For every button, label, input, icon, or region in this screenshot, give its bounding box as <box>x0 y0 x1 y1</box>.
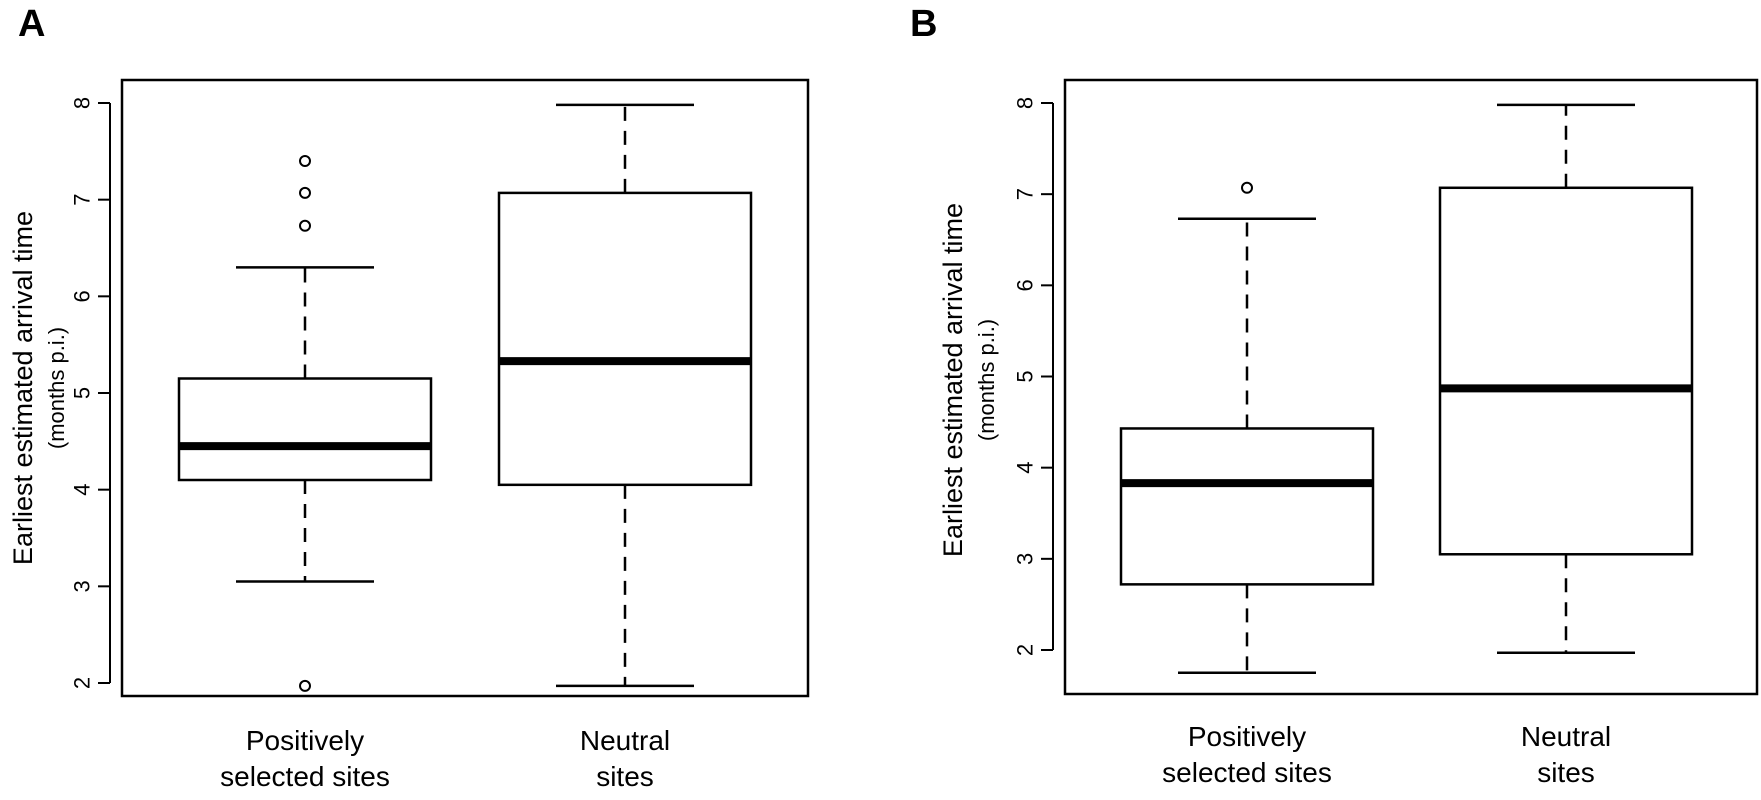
iqr-box <box>177 377 433 482</box>
outlier-point <box>299 679 311 692</box>
y-tick-label: 6 <box>70 290 95 302</box>
panel-a: A 2 3 4 5 6 7 8 Earliest estimated arrival tim… <box>8 3 810 792</box>
y-tick-label: 7 <box>1013 188 1038 200</box>
category-label: Positively <box>246 725 364 756</box>
box-group <box>1119 181 1375 675</box>
box-group <box>497 103 753 688</box>
y-axis-unit: (months p.i.) <box>44 327 69 449</box>
y-tick-label: 2 <box>70 677 95 689</box>
outlier-point <box>299 155 311 167</box>
category-label: selected sites <box>220 761 390 792</box>
y-tick-label: 6 <box>1013 279 1038 291</box>
y-tick-label: 4 <box>70 484 95 496</box>
category-label: sites <box>1537 757 1595 788</box>
category-label: Neutral <box>580 725 670 756</box>
y-tick-label: 3 <box>1013 553 1038 565</box>
category-label: sites <box>596 761 654 792</box>
y-tick-label: 7 <box>70 194 95 206</box>
outlier-point <box>1241 181 1253 194</box>
y-axis-label: Earliest estimated arrival time <box>938 203 968 557</box>
outlier-point <box>299 186 311 199</box>
y-tick-label: 8 <box>1013 97 1038 109</box>
panel-letter: A <box>18 3 45 45</box>
category-label: Neutral <box>1521 721 1611 752</box>
iqr-box <box>1438 186 1694 556</box>
box-group <box>177 155 433 692</box>
y-tick-label: 5 <box>70 387 95 399</box>
panel-b: B 2 3 4 5 6 7 8 Earliest estimated arrival tim… <box>910 3 1759 788</box>
y-tick-label: 2 <box>1013 644 1038 656</box>
y-axis-label: Earliest estimated arrival time <box>8 211 38 565</box>
y-axis: 2 3 4 5 6 7 8 <box>1013 97 1054 656</box>
box-group <box>1438 103 1694 654</box>
y-tick-label: 5 <box>1013 370 1038 382</box>
category-label: selected sites <box>1162 757 1332 788</box>
iqr-box <box>497 191 753 487</box>
iqr-box <box>1119 427 1375 586</box>
category-label: Positively <box>1188 721 1306 752</box>
y-tick-label: 4 <box>1013 462 1038 474</box>
y-tick-label: 3 <box>70 580 95 592</box>
boxes <box>177 103 753 692</box>
outlier-point <box>299 219 311 232</box>
plot-frame <box>1063 78 1759 696</box>
boxes <box>1119 103 1694 675</box>
panel-letter: B <box>910 3 937 45</box>
plot-frame <box>120 78 810 698</box>
y-axis-unit: (months p.i.) <box>974 319 999 441</box>
y-tick-label: 8 <box>70 97 95 109</box>
y-axis: 2 3 4 5 6 7 8 <box>70 97 111 689</box>
